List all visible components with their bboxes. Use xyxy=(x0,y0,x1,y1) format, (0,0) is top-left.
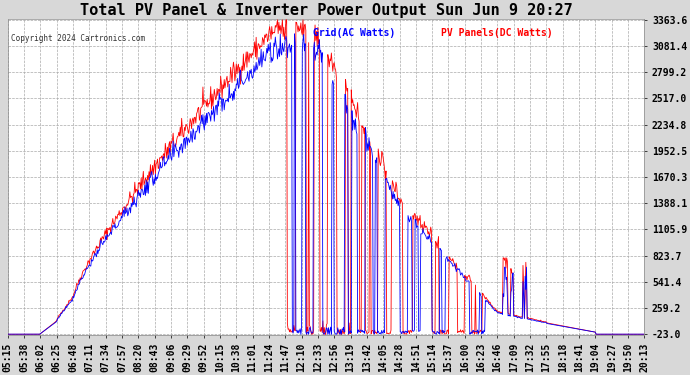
Text: PV Panels(DC Watts): PV Panels(DC Watts) xyxy=(441,28,552,38)
Title: Total PV Panel & Inverter Power Output Sun Jun 9 20:27: Total PV Panel & Inverter Power Output S… xyxy=(79,3,573,18)
Text: Grid(AC Watts): Grid(AC Watts) xyxy=(313,28,395,39)
Text: Copyright 2024 Cartronics.com: Copyright 2024 Cartronics.com xyxy=(11,34,145,43)
